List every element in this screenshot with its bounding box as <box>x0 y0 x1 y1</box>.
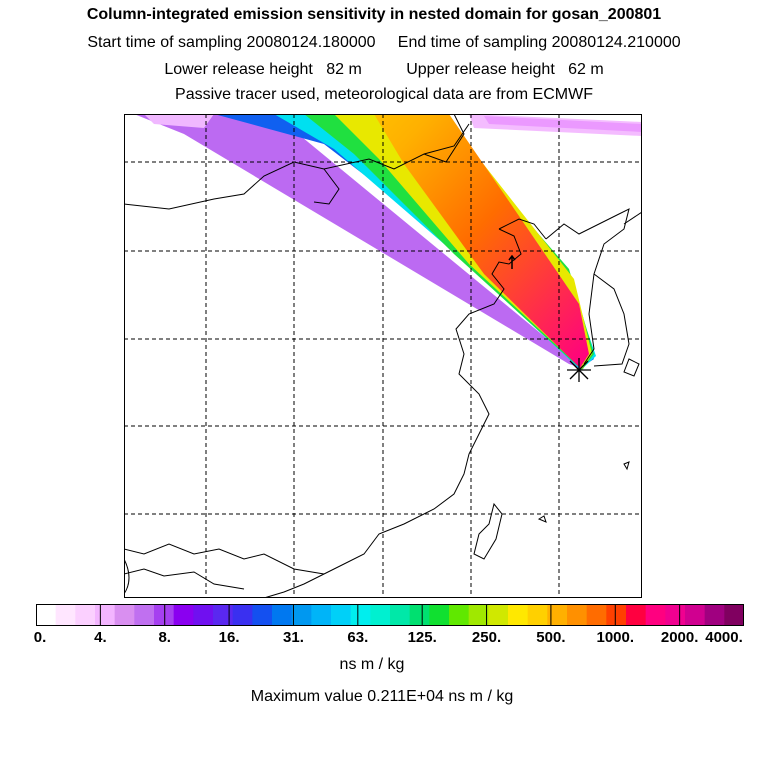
colorbar-segment <box>75 604 96 626</box>
colorbar-tick-label: 31. <box>283 629 304 646</box>
colorbar-segment <box>350 604 371 626</box>
colorbar-segment <box>134 604 155 626</box>
colorbar-tick-label: 63. <box>347 629 369 646</box>
colorbar-tick-label: 4000. <box>705 629 743 646</box>
colorbar <box>36 604 744 626</box>
colorbar-border <box>36 604 744 626</box>
tracer-info: Passive tracer used, meteorological data… <box>175 86 593 103</box>
colorbar-segment <box>626 604 647 626</box>
colorbar-segment <box>409 604 430 626</box>
colorbar-segment <box>291 604 312 626</box>
colorbar-segment <box>311 604 332 626</box>
colorbar-segment <box>468 604 489 626</box>
plume-location-marker <box>508 254 516 269</box>
colorbar-tick-label: 0. <box>33 629 47 646</box>
colorbar-segment <box>193 604 214 626</box>
colorbar-segment <box>232 604 253 626</box>
colorbar-tick-label: 2000. <box>660 629 699 646</box>
colorbar-segment <box>527 604 548 626</box>
colorbar-segment <box>606 604 627 626</box>
lat-lon-grid <box>124 114 642 598</box>
colorbar-segment <box>55 604 76 626</box>
colorbar-segment <box>390 604 411 626</box>
colorbar-tick-label: 16. <box>218 629 240 646</box>
colorbar-segment <box>488 604 509 626</box>
colorbar-segment <box>567 604 588 626</box>
sampling-times: Start time of sampling 20080124.180000 E… <box>87 34 681 51</box>
colorbar-segment <box>252 604 273 626</box>
colorbar-tick-label: 8. <box>158 629 171 646</box>
colorbar-segment <box>508 604 529 626</box>
colorbar-segment <box>429 604 450 626</box>
colorbar-segment <box>154 604 175 626</box>
colorbar-tick-label: 1000. <box>596 629 635 646</box>
colorbar-segment <box>370 604 391 626</box>
colorbar-segment <box>645 604 666 626</box>
colorbar-segment <box>547 604 568 626</box>
plot-title: Column-integrated emission sensitivity i… <box>86 6 662 23</box>
colorbar-segment <box>95 604 116 626</box>
colorbar-segment <box>36 604 57 626</box>
colorbar-tick-label: 4. <box>94 629 107 646</box>
release-heights: Lower release height 82 m Upper release … <box>164 61 604 78</box>
colorbar-segment <box>213 604 234 626</box>
colorbar-tick-label: 250. <box>471 629 502 646</box>
colorbar-segment <box>449 604 470 626</box>
coastlines <box>124 114 642 598</box>
colorbar-segment <box>114 604 135 626</box>
colorbar-unit: ns m / kg <box>339 656 405 673</box>
colorbar-segment <box>586 604 607 626</box>
emission-sensitivity-map <box>124 114 642 598</box>
maximum-value-label: Maximum value 0.211E+04 ns m / kg <box>250 688 514 705</box>
colorbar-segment <box>704 604 725 626</box>
colorbar-segment <box>272 604 293 626</box>
colorbar-segment <box>724 604 744 626</box>
colorbar-segment <box>331 604 352 626</box>
colorbar-tick-label: 125. <box>407 629 437 646</box>
plume-core <box>374 114 589 368</box>
receptor-star-marker <box>567 358 591 382</box>
colorbar-tick-label: 500. <box>536 629 566 646</box>
colorbar-segment <box>173 604 194 626</box>
colorbar-segment <box>685 604 706 626</box>
colorbar-segment <box>665 604 686 626</box>
